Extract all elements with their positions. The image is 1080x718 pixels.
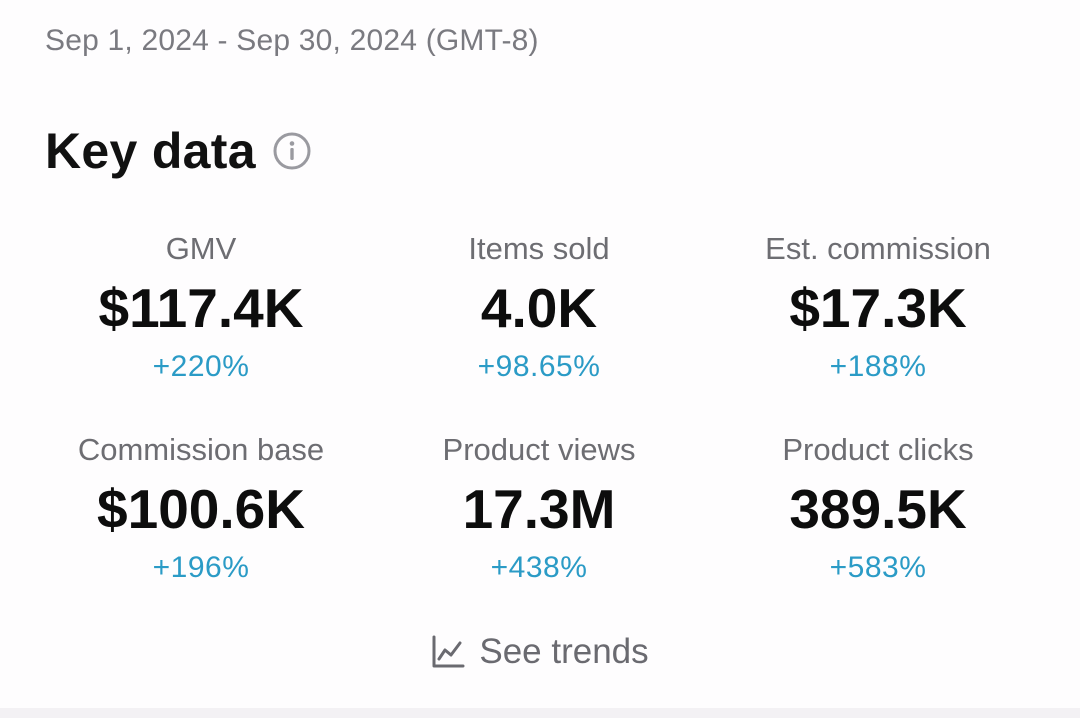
metrics-grid: GMV $117.4K +220% Items sold 4.0K +98.65… bbox=[32, 229, 1048, 631]
metric-label: Est. commission bbox=[765, 231, 991, 266]
see-trends-button[interactable]: See trends bbox=[0, 632, 1080, 672]
see-trends-label: See trends bbox=[479, 632, 649, 671]
date-range: Sep 1, 2024 - Sep 30, 2024 (GMT-8) bbox=[45, 24, 539, 57]
metric-change: +438% bbox=[490, 551, 588, 584]
metric-est-commission[interactable]: Est. commission $17.3K +188% bbox=[708, 229, 1048, 430]
metric-label: Commission base bbox=[77, 432, 325, 467]
metric-commission-base[interactable]: Commission base $100.6K +196% bbox=[32, 430, 370, 631]
metric-value: $117.4K bbox=[98, 277, 304, 339]
metric-label: Product views bbox=[442, 432, 636, 467]
metric-value: $100.6K bbox=[97, 478, 305, 540]
metric-label: GMV bbox=[165, 231, 237, 266]
info-icon[interactable] bbox=[272, 131, 312, 171]
line-chart-icon bbox=[431, 635, 465, 669]
metric-change: +196% bbox=[152, 551, 250, 584]
bottom-divider bbox=[0, 708, 1080, 718]
metric-change: +98.65% bbox=[477, 350, 601, 383]
metric-label: Product clicks bbox=[782, 432, 974, 467]
metric-value: 4.0K bbox=[480, 277, 598, 339]
section-title: Key data bbox=[45, 123, 256, 179]
metric-product-views[interactable]: Product views 17.3M +438% bbox=[370, 430, 708, 631]
metric-value: 17.3M bbox=[462, 478, 616, 540]
metric-change: +188% bbox=[829, 350, 927, 383]
metric-change: +583% bbox=[829, 551, 927, 584]
metric-product-clicks[interactable]: Product clicks 389.5K +583% bbox=[708, 430, 1048, 631]
metric-label: Items sold bbox=[468, 231, 610, 266]
metric-items-sold[interactable]: Items sold 4.0K +98.65% bbox=[370, 229, 708, 430]
key-data-header: Key data bbox=[45, 122, 312, 180]
metric-value: 389.5K bbox=[789, 478, 967, 540]
metric-gmv[interactable]: GMV $117.4K +220% bbox=[32, 229, 370, 430]
info-circle-icon bbox=[273, 132, 311, 170]
metric-change: +220% bbox=[152, 350, 250, 383]
metric-value: $17.3K bbox=[789, 277, 967, 339]
